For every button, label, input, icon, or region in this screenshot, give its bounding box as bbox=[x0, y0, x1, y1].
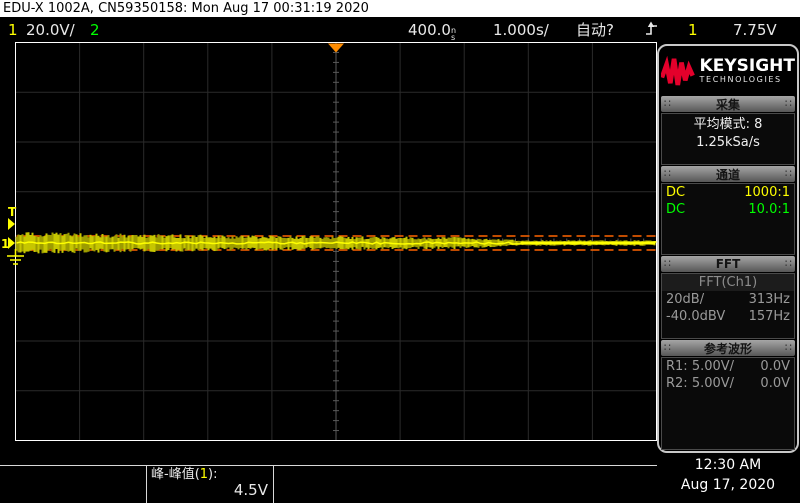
trigger-source[interactable]: 1 bbox=[688, 21, 698, 39]
ref1-row[interactable]: R1: 5.00V/ 0.0V bbox=[662, 358, 794, 375]
panel-acquire: 平均模式: 8 1.25kSa/s bbox=[661, 113, 795, 165]
ref1-scale: 5.00V/ bbox=[691, 359, 735, 374]
grip-icon[interactable]: ∷ bbox=[785, 257, 792, 270]
trigger-mode[interactable]: 自动? bbox=[576, 21, 614, 39]
grip-icon[interactable]: ∷ bbox=[664, 97, 671, 110]
grip-icon[interactable]: ∷ bbox=[784, 97, 792, 110]
panel-refs: R1: 5.00V/ 0.0V R2: 5.00V/ 0.0V bbox=[661, 357, 795, 450]
ref2-offset: 0.0V bbox=[760, 376, 790, 391]
fft-span: 313Hz bbox=[748, 292, 790, 307]
svg-text:1: 1 bbox=[1, 237, 9, 251]
ch1-coupling: DC bbox=[666, 185, 686, 200]
sample-rate: 1.25kSa/s bbox=[696, 135, 760, 150]
timebase-readout[interactable]: 1.000s/ bbox=[493, 21, 549, 39]
fft-scale-row: 20dB/ 313Hz bbox=[662, 291, 794, 308]
ref2-label: R2: bbox=[666, 376, 688, 391]
panel-fft: FFT(Ch1) 20dB/ 313Hz -40.0dBV 157Hz bbox=[661, 273, 795, 339]
keysight-logo: KEYSIGHT TECHNOLOGIES bbox=[661, 47, 795, 95]
measurement-value: 4.5V bbox=[233, 481, 268, 499]
fft-center: 157Hz bbox=[748, 309, 790, 324]
panel-header-refs[interactable]: ∷ 参考波形 ∷ bbox=[661, 340, 795, 356]
ch2-probe: 10.0:1 bbox=[748, 202, 790, 217]
brand-subtitle: TECHNOLOGIES bbox=[699, 74, 782, 84]
fft-source: FFT(Ch1) bbox=[662, 274, 794, 291]
clock-time: 12:30 AM bbox=[694, 457, 762, 473]
grip-icon[interactable]: ∷ bbox=[664, 167, 671, 180]
sidebar: KEYSIGHT TECHNOLOGIES ∷ 采集 ∷ 平均模式: 8 1.2… bbox=[657, 44, 799, 453]
grip-icon[interactable]: ∷ bbox=[664, 341, 671, 354]
panel-title-acquire: 采集 bbox=[715, 97, 740, 112]
panel-title-channels: 通道 bbox=[715, 167, 740, 182]
measurement-bar-divider bbox=[0, 465, 657, 466]
clock[interactable]: 12:30 AM Aug 17, 2020 bbox=[657, 455, 799, 495]
panel-title-refs: 参考波形 bbox=[703, 341, 752, 356]
window-title: EDU-X 1002A, CN59350158: Mon Aug 17 00:3… bbox=[0, 0, 800, 17]
ch2-number[interactable]: 2 bbox=[90, 21, 100, 39]
panel-title-fft: FFT bbox=[715, 257, 741, 271]
brand-name: KEYSIGHT bbox=[699, 55, 795, 76]
panel-header-channels[interactable]: ∷ 通道 ∷ bbox=[661, 166, 795, 182]
panel-channels: DC 1000:1 DC 10.0:1 bbox=[661, 183, 795, 255]
fft-offset: -40.0dBV bbox=[666, 309, 726, 324]
panel-header-fft[interactable]: ∷ FFT ∷ bbox=[661, 256, 795, 272]
ref1-label: R1: bbox=[666, 359, 688, 374]
ch1-probe: 1000:1 bbox=[744, 185, 790, 200]
svg-text:T: T bbox=[8, 205, 17, 219]
ref2-row[interactable]: R2: 5.00V/ 0.0V bbox=[662, 375, 794, 392]
trigger-slope-icon[interactable] bbox=[645, 21, 658, 42]
fft-scale: 20dB/ bbox=[666, 292, 705, 307]
status-bar: 1 20.0V/ 2 400.0 n s 1.000s/ 自动? 1 7.75V bbox=[0, 17, 800, 43]
keysight-wave-icon bbox=[661, 55, 695, 86]
delay-readout[interactable]: 400.0 n s bbox=[408, 20, 457, 42]
measurement-cell[interactable]: 峰-峰值(1): 4.5V bbox=[146, 465, 274, 503]
ref2-scale: 5.00V/ bbox=[691, 376, 735, 391]
ch2-coupling: DC bbox=[666, 202, 686, 217]
clock-date: Aug 17, 2020 bbox=[680, 477, 776, 493]
ch1-scale[interactable]: 20.0V/ bbox=[26, 21, 75, 39]
panel-header-acquire[interactable]: ∷ 采集 ∷ bbox=[661, 96, 795, 112]
ch1-number[interactable]: 1 bbox=[8, 21, 18, 39]
grip-icon[interactable]: ∷ bbox=[784, 341, 792, 354]
channel1-row[interactable]: DC 1000:1 bbox=[662, 184, 794, 201]
grip-icon[interactable]: ∷ bbox=[784, 167, 792, 180]
grip-icon[interactable]: ∷ bbox=[664, 257, 671, 270]
measurement-label: 峰-峰值(1): bbox=[151, 467, 218, 482]
channel2-row[interactable]: DC 10.0:1 bbox=[662, 201, 794, 218]
trigger-level[interactable]: 7.75V bbox=[733, 21, 777, 39]
acquire-mode: 平均模式: 8 bbox=[693, 117, 763, 132]
ref1-offset: 0.0V bbox=[760, 359, 790, 374]
fft-offset-row: -40.0dBV 157Hz bbox=[662, 308, 794, 325]
delay-value: 400.0 bbox=[408, 21, 451, 39]
